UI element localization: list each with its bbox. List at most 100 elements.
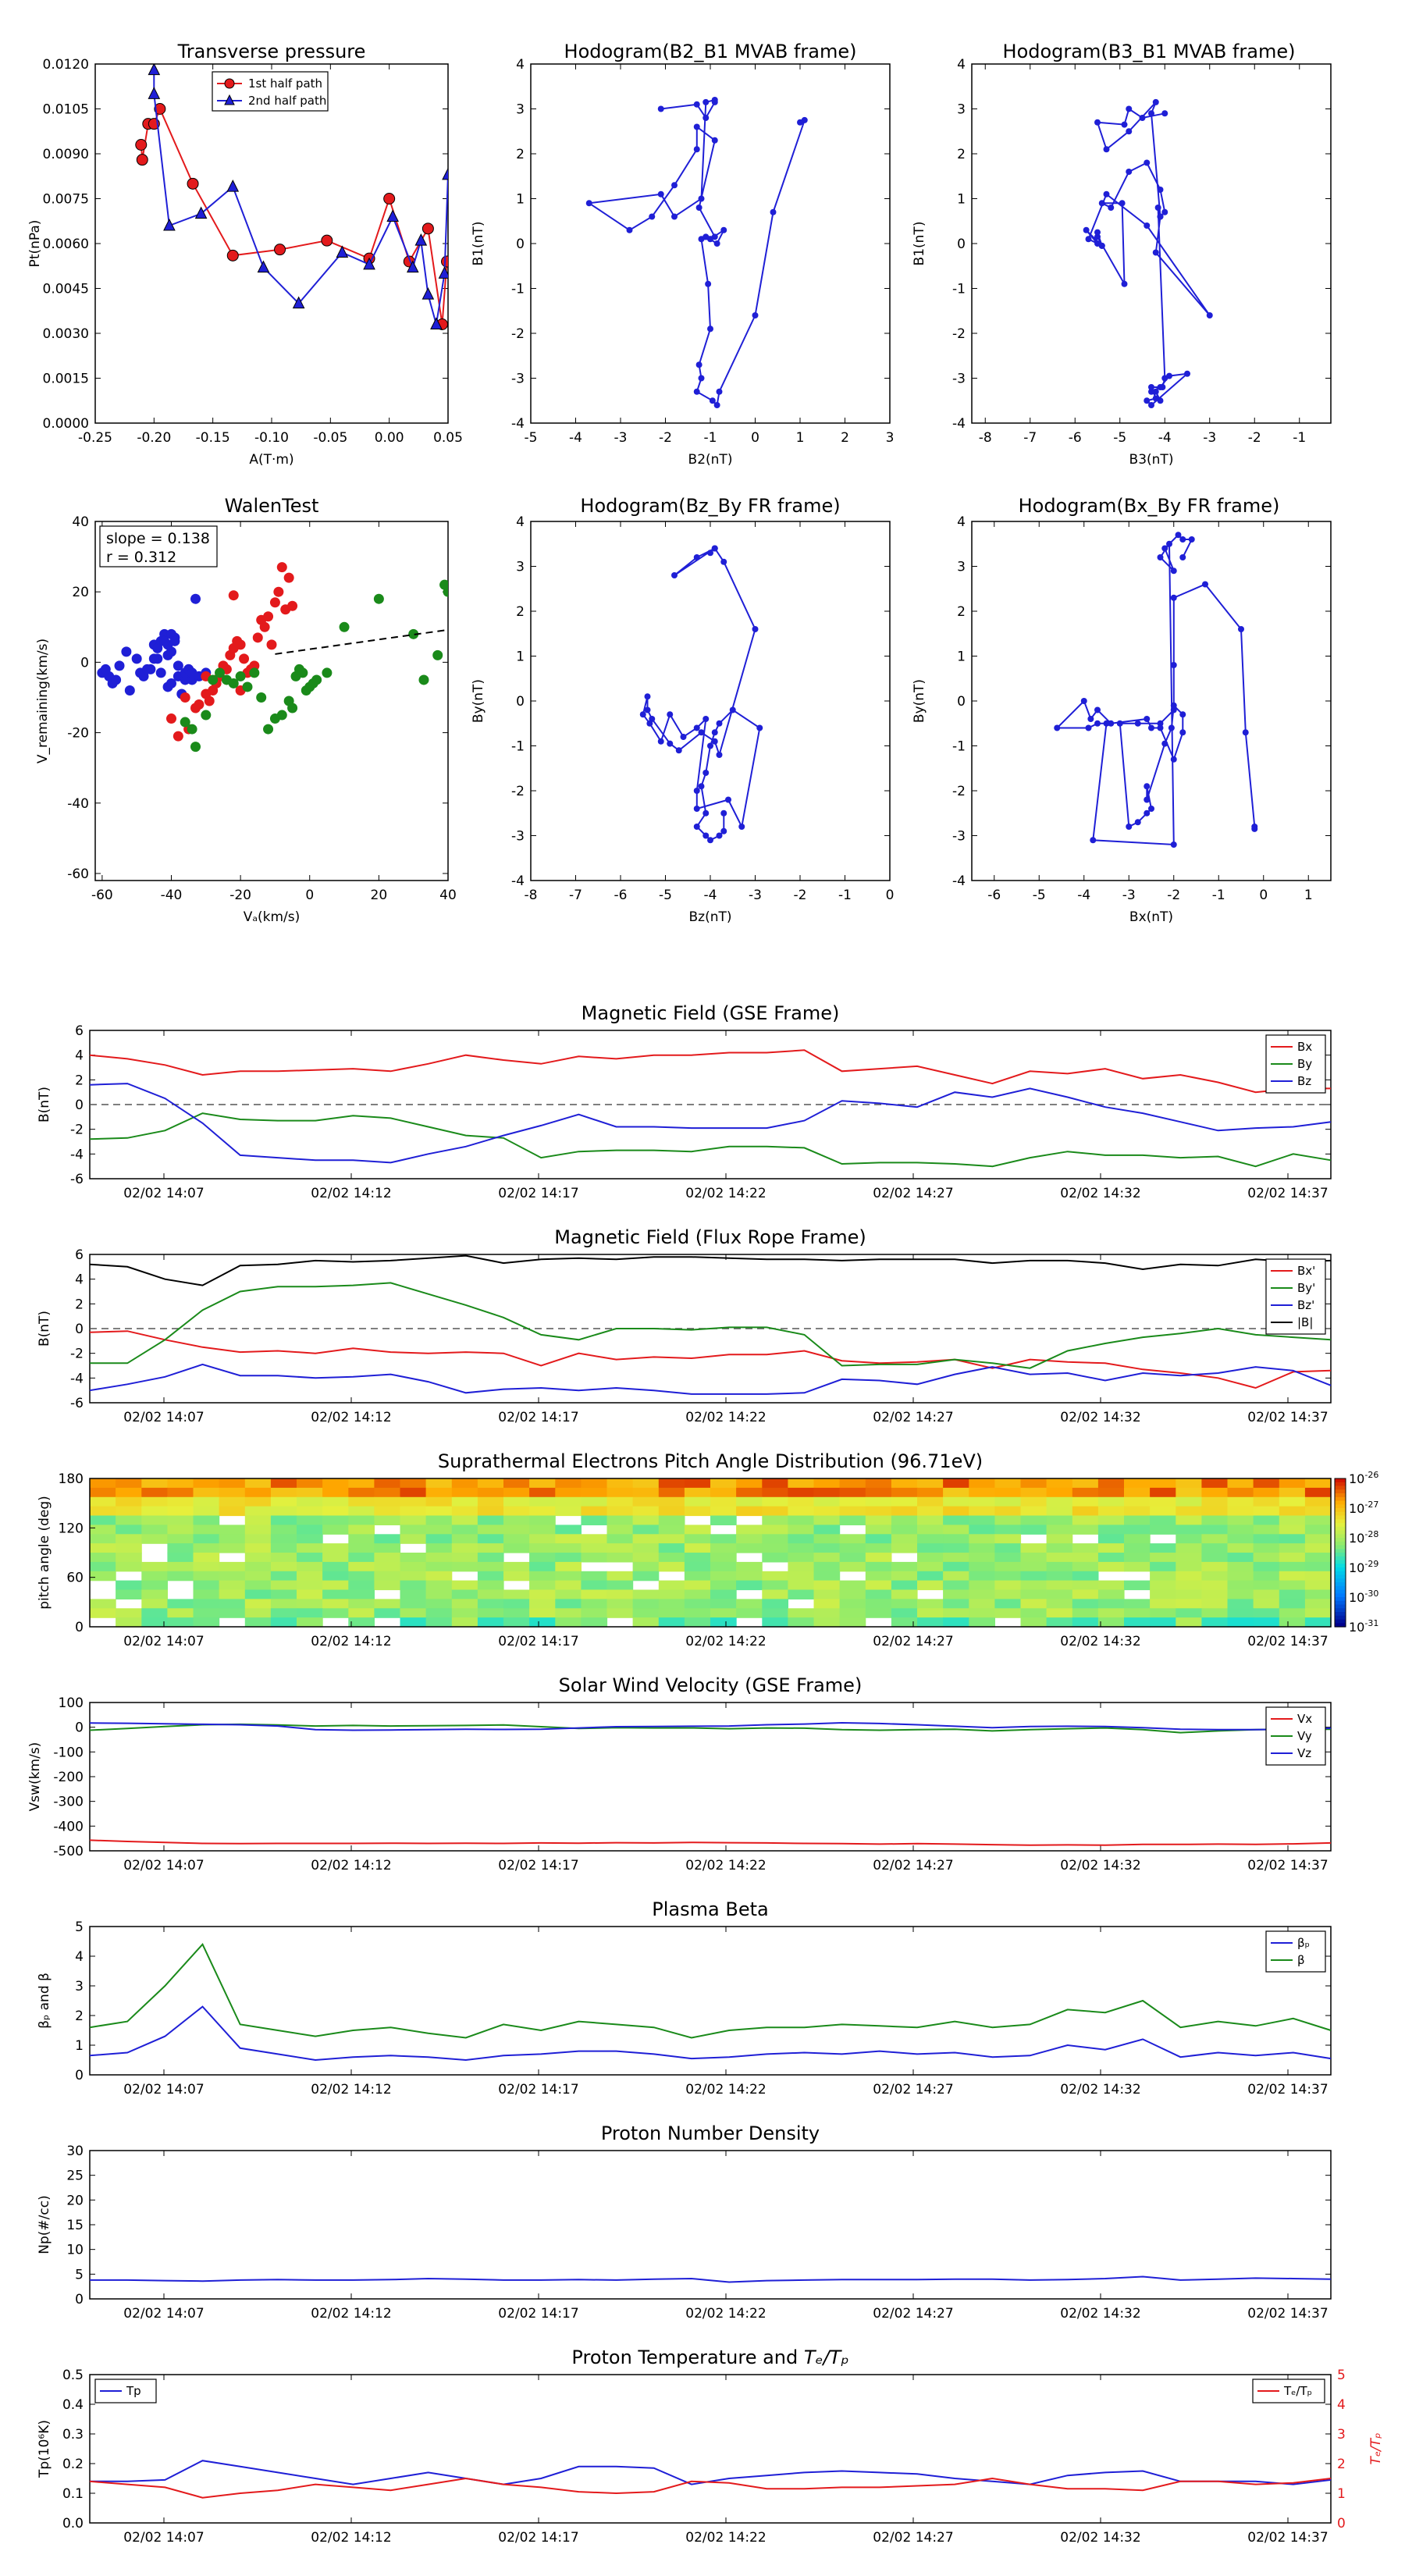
x-tick-label: 02/02 14:37: [1247, 2082, 1328, 2097]
heatmap-cell: [658, 1515, 685, 1525]
marker-dot: [1108, 205, 1115, 211]
heatmap-cell: [270, 1534, 297, 1544]
colorbar-cell: [1335, 1623, 1346, 1628]
marker-dot: [1144, 159, 1151, 166]
heatmap-cell: [167, 1599, 194, 1609]
heatmap-cell: [684, 1589, 711, 1599]
marker-dot: [716, 752, 723, 758]
heatmap-cell: [969, 1506, 995, 1517]
marker-dot: [1170, 568, 1177, 575]
heatmap-cell: [1072, 1487, 1099, 1498]
colorbar-label: 10-31: [1349, 1618, 1378, 1635]
heatmap-cell: [555, 1571, 582, 1582]
heatmap-cell: [865, 1478, 892, 1489]
x-tick-label: 02/02 14:17: [498, 2530, 578, 2546]
heatmap-cell: [90, 1553, 116, 1563]
plot-area: [135, 64, 448, 330]
panel-mag_fr: 02/02 14:07 02/02 14:12 02/02 14:17 02/02 1…: [37, 1247, 1332, 1425]
marker-dot: [1170, 662, 1177, 668]
heatmap-cell: [374, 1543, 401, 1553]
heatmap-cell: [762, 1515, 788, 1525]
x-tick-label: 02/02 14:22: [685, 2530, 766, 2546]
marker-dot: [1148, 384, 1154, 390]
heatmap-cell: [762, 1553, 788, 1563]
heatmap-cell: [788, 1543, 815, 1553]
heatmap-cell: [348, 1580, 375, 1591]
scatter-point: [297, 667, 308, 678]
heatmap-cell: [943, 1571, 969, 1582]
heatmap-cell: [865, 1580, 892, 1591]
heatmap-cell: [1253, 1553, 1280, 1563]
heatmap-cell: [193, 1496, 220, 1507]
heatmap-cell: [762, 1534, 788, 1544]
heatmap-cell: [969, 1599, 995, 1609]
heatmap-cell: [1304, 1580, 1332, 1591]
scatter-point: [190, 593, 201, 604]
heatmap-cell: [839, 1478, 866, 1489]
heatmap-cell: [1072, 1525, 1099, 1535]
heatmap-cell: [1201, 1580, 1229, 1591]
marker-dot: [1103, 190, 1110, 197]
heatmap-cell: [943, 1543, 969, 1553]
heatmap-cell: [167, 1571, 194, 1582]
colorbar-cell: [1335, 1553, 1346, 1557]
heatmap-cell: [1097, 1617, 1125, 1628]
marker-dot: [1179, 729, 1186, 736]
heatmap-cell: [632, 1608, 660, 1618]
marker-dot: [1121, 121, 1128, 128]
heatmap-cell: [425, 1487, 453, 1498]
heatmap-cell: [477, 1561, 504, 1572]
y-tick-label: -4: [511, 873, 525, 889]
marker-dot: [1161, 208, 1168, 215]
marker-dot: [1144, 783, 1151, 790]
y-tick-label: -20: [67, 726, 89, 742]
x-tick-label: 0.05: [433, 430, 463, 446]
heatmap-cell: [581, 1599, 608, 1609]
scatter-point: [239, 653, 250, 664]
heatmap-cell: [193, 1543, 220, 1553]
heatmap-cell: [917, 1534, 944, 1544]
heatmap-cell: [813, 1525, 841, 1535]
colorbar-cell: [1335, 1530, 1346, 1535]
heatmap-cell: [1201, 1525, 1229, 1535]
y-tick-label: 100: [59, 1695, 84, 1711]
x-tick-label: 02/02 14:22: [685, 2082, 766, 2097]
heatmap-cell: [1020, 1487, 1048, 1498]
heatmap-cell: [1201, 1561, 1229, 1572]
heatmap-cell: [891, 1487, 918, 1498]
heatmap-cell: [581, 1496, 608, 1507]
marker-dot: [693, 724, 700, 731]
heatmap-cell: [1072, 1599, 1099, 1609]
x-tick-label: 02/02 14:32: [1060, 1634, 1140, 1649]
heatmap-cell: [219, 1580, 246, 1591]
heatmap-cell: [1253, 1571, 1280, 1582]
heatmap-cell: [788, 1580, 815, 1591]
heatmap-cell: [632, 1589, 660, 1599]
heatmap-cell: [503, 1599, 530, 1609]
marker-dot: [702, 115, 710, 121]
heatmap-cell: [219, 1608, 246, 1618]
heatmap-cell: [1150, 1478, 1176, 1489]
heatmap-cell: [1279, 1525, 1306, 1535]
heatmap-cell: [865, 1487, 892, 1498]
marker-dot: [705, 280, 712, 287]
heatmap-cell: [555, 1599, 582, 1609]
heatmap-cell: [1227, 1534, 1254, 1544]
heatmap-cell: [141, 1496, 168, 1507]
marker-dot: [1103, 146, 1110, 153]
title-proton-temperature-text: Proton Temperature and: [571, 2347, 803, 2368]
heatmap-cell: [1046, 1617, 1073, 1628]
scatter-point: [418, 674, 429, 685]
heatmap-cell: [348, 1525, 375, 1535]
heatmap-cell: [1072, 1543, 1099, 1553]
heatmap-cell: [1046, 1589, 1073, 1599]
x-tick-label: 02/02 14:27: [873, 2082, 953, 2097]
heatmap-cell: [1097, 1478, 1125, 1489]
y-tick-label: -100: [53, 1745, 84, 1760]
heatmap-cell: [1304, 1478, 1332, 1489]
marker-dot: [1126, 169, 1133, 175]
heatmap-cell: [994, 1515, 1022, 1525]
y-tick-label: 0: [516, 694, 525, 710]
marker-dot: [1126, 128, 1133, 135]
heatmap-cell: [1176, 1561, 1202, 1572]
